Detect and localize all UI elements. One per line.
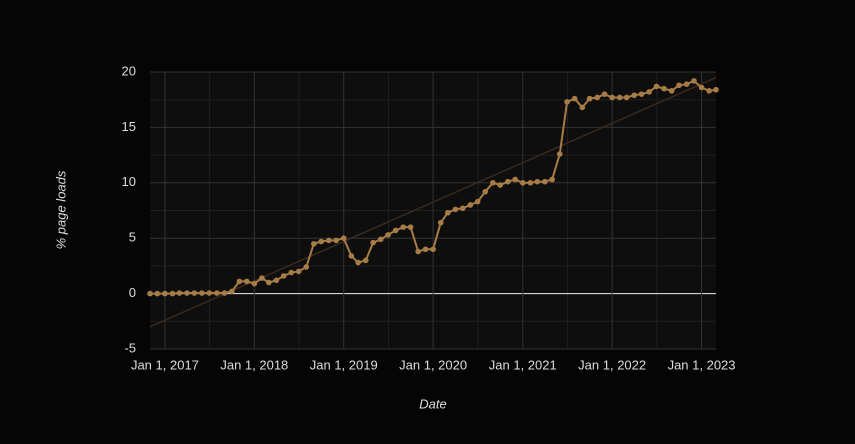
trendline (149, 76, 717, 328)
data-point (251, 280, 258, 287)
data-point (616, 94, 623, 101)
data-point (243, 278, 250, 285)
data-point (467, 202, 474, 208)
data-point (706, 88, 712, 94)
x-tick-label: Jan 1, 2021 (489, 357, 557, 372)
data-point (385, 232, 391, 238)
data-point (377, 236, 384, 243)
x-axis-label: Date (419, 396, 446, 411)
y-tick-label: 10 (122, 174, 136, 189)
data-point (579, 104, 586, 111)
data-point (430, 246, 436, 253)
data-point (556, 151, 563, 157)
data-point (586, 95, 593, 102)
x-tick-label: Jan 1, 2022 (578, 357, 646, 372)
x-tick-label: Jan 1, 2017 (131, 357, 199, 372)
y-tick-label: 0 (129, 285, 136, 300)
data-point (623, 94, 630, 101)
data-point (713, 86, 719, 93)
data-point (571, 95, 578, 102)
data-point (333, 237, 339, 244)
data-point (162, 290, 168, 297)
data-point (325, 237, 332, 244)
data-point (273, 277, 280, 284)
data-point (311, 240, 317, 247)
data-point (154, 290, 161, 297)
data-point (534, 178, 541, 185)
data-point (169, 290, 176, 297)
y-tick-label: 5 (129, 230, 136, 245)
x-tick-label: Jan 1, 2023 (668, 357, 736, 372)
data-point (474, 198, 481, 205)
data-point (340, 235, 347, 241)
data-point (184, 290, 190, 296)
data-point (459, 205, 466, 212)
data-point (490, 180, 496, 186)
data-point (638, 91, 645, 97)
data-point (527, 180, 534, 186)
data-point (676, 82, 682, 89)
data-point (601, 91, 608, 97)
data-point (512, 176, 518, 183)
data-point (370, 239, 376, 246)
data-point (206, 290, 213, 296)
data-point (631, 92, 637, 99)
y-tick-label: -5 (124, 340, 136, 355)
data-point (229, 288, 235, 295)
data-point (505, 178, 511, 185)
y-tick-label: 15 (122, 119, 136, 134)
data-point (445, 209, 451, 216)
data-point (348, 253, 355, 259)
data-point (355, 259, 361, 266)
data-point (549, 176, 555, 183)
y-axis-label: % page loads (53, 170, 68, 249)
data-point (362, 257, 369, 264)
data-point (147, 290, 153, 297)
data-point (199, 290, 205, 296)
x-tick-label: Jan 1, 2018 (220, 357, 288, 372)
data-point (176, 290, 183, 296)
data-point (392, 227, 399, 234)
data-point (542, 178, 548, 185)
data-point (683, 81, 690, 87)
data-point (452, 206, 459, 213)
data-point (400, 224, 407, 230)
x-tick-label: Jan 1, 2020 (399, 357, 467, 372)
data-point (646, 89, 652, 95)
data-point (482, 188, 489, 195)
data-point (214, 290, 220, 296)
data-point (519, 180, 526, 186)
data-point (497, 182, 504, 188)
data-point (564, 99, 570, 105)
data-point (594, 94, 601, 101)
y-tick-label: 20 (122, 63, 136, 78)
data-point (288, 269, 295, 276)
data-point (609, 94, 615, 101)
data-point (668, 88, 675, 94)
data-point (691, 78, 697, 84)
data-point (422, 246, 429, 253)
x-tick-label: Jan 1, 2019 (310, 357, 378, 372)
data-point (661, 85, 667, 92)
data-point (437, 219, 444, 226)
data-point (653, 83, 660, 90)
data-point (280, 273, 287, 279)
data-point (415, 248, 421, 255)
data-point (221, 290, 228, 296)
data-point (407, 224, 414, 230)
data-point (265, 279, 272, 286)
data-point (259, 275, 265, 281)
data-point (295, 268, 302, 275)
data-point (236, 278, 243, 285)
data-point (191, 290, 198, 296)
data-point (303, 264, 310, 270)
data-point (698, 84, 705, 91)
data-point (318, 238, 324, 245)
